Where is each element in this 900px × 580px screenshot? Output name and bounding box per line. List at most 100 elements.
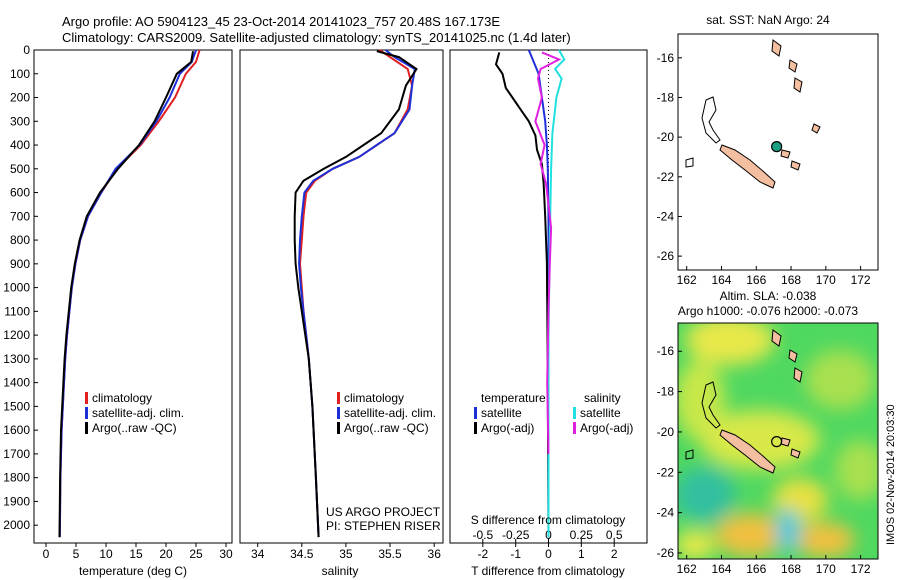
latitude-tick-label: -24 [657, 209, 675, 223]
latitude-tick-label: -26 [657, 249, 675, 263]
salinity-satellite-adj-clim-line [298, 49, 416, 538]
sla-map-title-1: Altim. SLA: -0.038 [720, 289, 817, 303]
depth-tick-label: 0 [23, 43, 30, 57]
sla-map-frame [677, 322, 879, 560]
depth-tick-label: 200 [10, 91, 30, 105]
temperature-tick-label: 25 [189, 547, 203, 561]
sla-blob [678, 530, 715, 559]
depth-tick-label: 1200 [3, 328, 30, 342]
temperature-tick-label: 0 [43, 547, 50, 561]
longitude-tick-label: 166 [746, 562, 766, 576]
difference-salinity-argo-adj-line [534, 51, 562, 454]
temperature-tick-label: 10 [99, 547, 113, 561]
salinity-series [293, 49, 418, 538]
sla-map-axes: 162 164 166 168 170 172 -16 -18 -20 -22 -24 -26 [657, 344, 871, 576]
depth-tick-label: 1800 [3, 471, 30, 485]
latitude-tick-label: -20 [657, 130, 675, 144]
longitude-tick-label: 164 [711, 562, 731, 576]
legend-swatch-argo [85, 422, 88, 434]
salinity-plot-frame [239, 49, 444, 544]
loyalty-island-2 [790, 160, 801, 171]
vanuatu-island-3 [793, 77, 803, 93]
depth-tick-label: 400 [10, 138, 30, 152]
legend-label-argo: Argo(..raw -QC) [92, 421, 177, 435]
depth-tick-label: 100 [10, 67, 30, 81]
salinity-tick-label: 35.5 [378, 547, 402, 561]
salinity-axis: 34 34.5 35 35.5 36 [251, 543, 441, 561]
difference-legend: temperature salinity satellite Argo(-adj… [474, 391, 633, 435]
temperature-tick-label: 30 [219, 547, 233, 561]
vanuatu-island-1 [771, 39, 782, 57]
latitude-tick-label: -22 [657, 465, 675, 479]
legend-swatch-satellite [85, 407, 88, 419]
credit-project: US ARGO PROJECT [326, 505, 441, 519]
legend-heading-salinity: salinity [584, 391, 621, 405]
latitude-tick-label: -24 [657, 506, 675, 520]
depth-tick-label: 900 [10, 257, 30, 271]
depth-tick-label: 1500 [3, 399, 30, 413]
latitude-tick-label: -26 [657, 546, 675, 560]
vanuatu-island-3 [793, 367, 803, 383]
depth-tick-label: 800 [10, 233, 30, 247]
temperature-climatology-line [58, 49, 201, 538]
t-difference-tick-label: 1 [578, 547, 585, 561]
imos-timestamp: IMOS 02-Nov-2014 20:03:30 [885, 404, 897, 545]
reef-outline [685, 449, 694, 460]
depth-axis: 0 100 200 300 400 500 600 700 800 900 1000 1100 1200… [3, 43, 38, 532]
salinity-legend: climatology satellite-adj. clim. Argo(..… [337, 391, 436, 435]
legend-swatch-t-satellite [474, 407, 477, 419]
difference-temperature-argo-adj-line [494, 52, 550, 538]
sst-map-axes: 162 164 166 168 170 172 -16 -18 -20 -22 -24 -26 [657, 51, 871, 287]
sla-blob [835, 440, 878, 500]
longitude-tick-label: 162 [677, 562, 697, 576]
legend-label-satellite: satellite-adj. clim. [92, 406, 184, 420]
new-caledonia-land [719, 144, 776, 189]
longitude-tick-label: 168 [781, 273, 801, 287]
longitude-tick-label: 164 [711, 273, 731, 287]
salinity-panel: 34 34.5 35 35.5 36 climatology satellite-adj… [239, 49, 444, 578]
depth-tick-label: 1300 [3, 352, 30, 366]
sla-map: Altim. SLA: -0.038 Argo h1000: -0.076 h2… [657, 289, 897, 576]
latitude-tick-label: -20 [657, 425, 675, 439]
temperature-argo-raw-qc-line [58, 51, 194, 538]
longitude-tick-label: 170 [816, 562, 836, 576]
temperature-x-label: temperature (deg C) [79, 564, 187, 578]
legend-label-s-satellite: satellite [580, 406, 621, 420]
salinity-tick-label: 34 [251, 547, 265, 561]
temperature-tick-label: 20 [159, 547, 173, 561]
salinity-climatology-line [298, 49, 414, 538]
legend-label-argo: Argo(..raw -QC) [344, 421, 429, 435]
legend-swatch-argo [337, 422, 340, 434]
reef-outline [685, 157, 694, 168]
credit-pi: PI: STEPHEN RISER [326, 519, 441, 533]
sla-map-title-2: Argo h1000: -0.076 h2000: -0.073 [678, 304, 858, 318]
s-difference-tick-label: 0.25 [570, 528, 594, 542]
longitude-tick-label: 172 [851, 562, 871, 576]
legend-swatch-t-argo [474, 422, 477, 434]
legend-label-t-satellite: satellite [481, 406, 522, 420]
argo-float-marker [771, 436, 783, 448]
latitude-tick-label: -16 [657, 51, 675, 65]
legend-swatch-s-satellite [573, 407, 576, 419]
longitude-tick-label: 168 [781, 562, 801, 576]
depth-tick-label: 1000 [3, 281, 30, 295]
temperature-satellite-adj-clim-line [58, 49, 197, 538]
t-difference-label: T difference from climatology [471, 564, 625, 578]
coastline-outline [701, 381, 721, 429]
temperature-legend: climatology satellite-adj. clim. Argo(..… [85, 391, 184, 435]
difference-series [494, 49, 566, 538]
sst-map-land [685, 39, 821, 189]
loyalty-island-1 [780, 149, 791, 159]
temperature-panel: 0100200300400500600700800900100011001200… [3, 43, 233, 578]
s-difference-tick-label: -0.5 [472, 528, 493, 542]
longitude-tick-label: 170 [816, 273, 836, 287]
sst-map: sat. SST: NaN Argo: 24 162 164 166 168 170 17… [657, 13, 879, 287]
legend-swatch-climatology [337, 392, 340, 404]
salinity-tick-label: 36 [428, 547, 442, 561]
vanuatu-island-1 [771, 329, 782, 347]
legend-label-t-argo: Argo(-adj) [481, 421, 534, 435]
sla-blob [795, 522, 855, 558]
loyalty-island-1 [780, 437, 791, 447]
depth-tick-label: 1400 [3, 376, 30, 390]
latitude-tick-label: -16 [657, 344, 675, 358]
